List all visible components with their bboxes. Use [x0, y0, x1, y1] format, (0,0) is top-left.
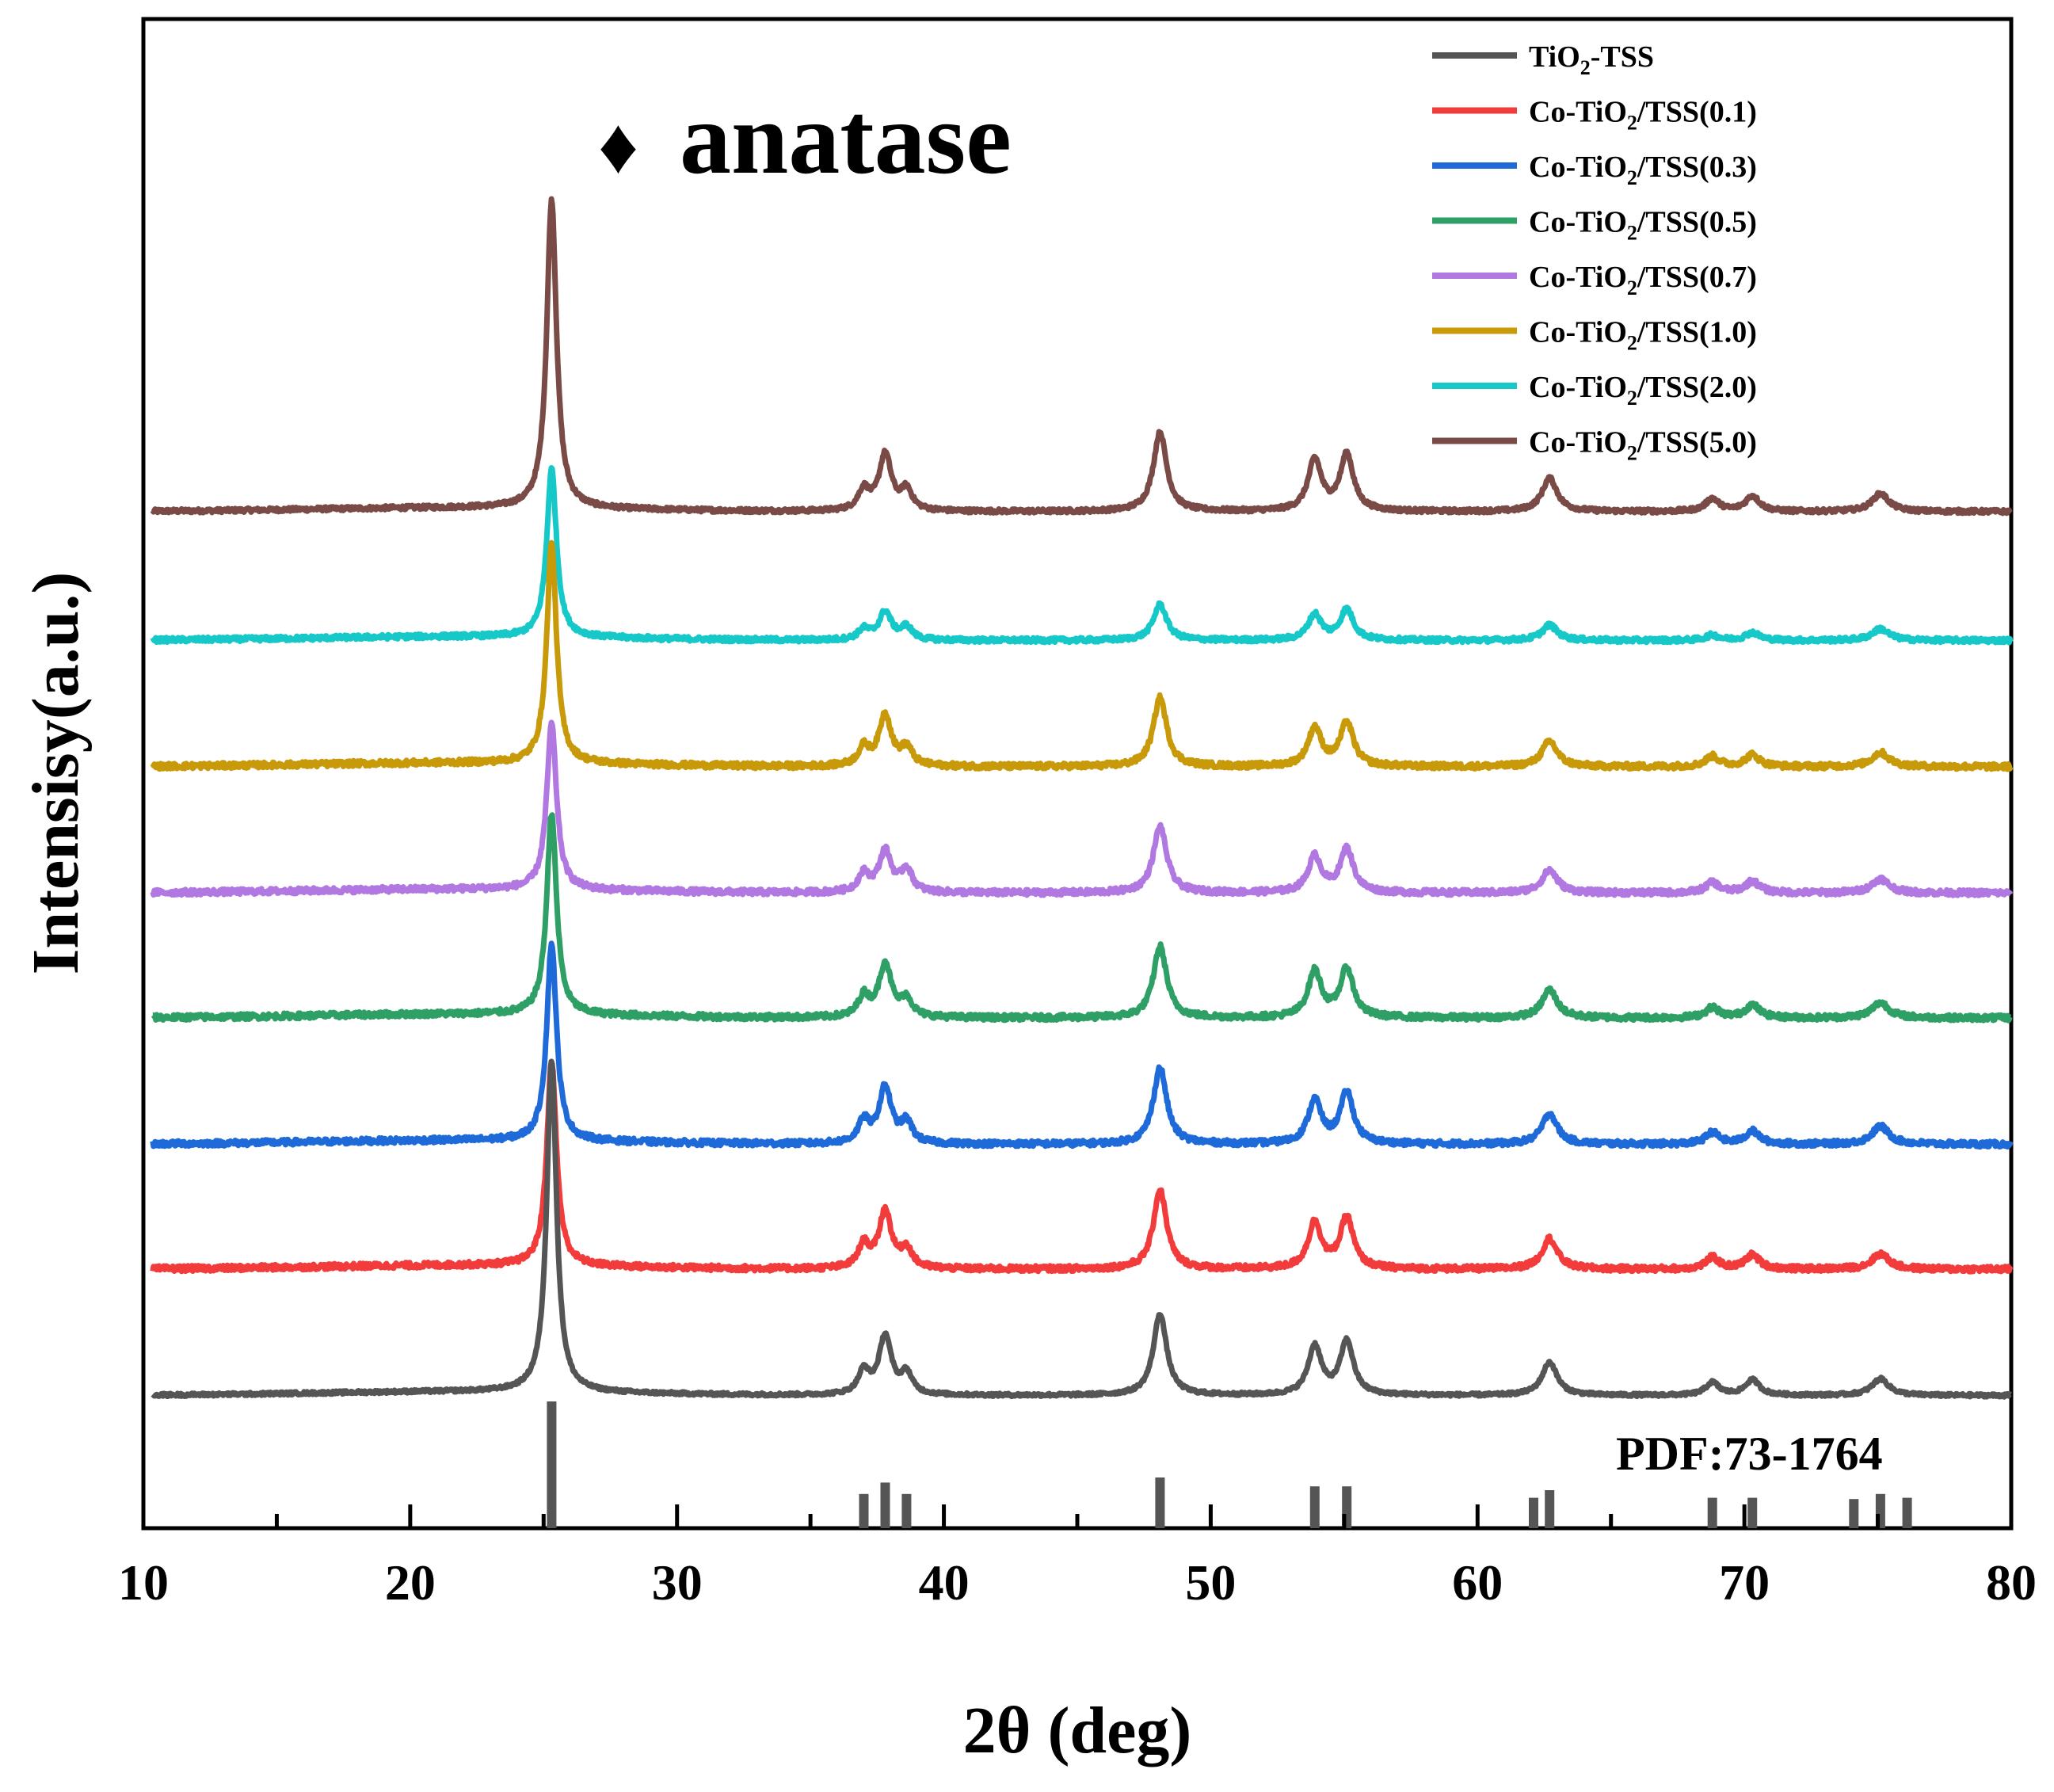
series-line: [150, 719, 2014, 898]
legend-label: Co-TiO2/TSS(5.0): [1529, 426, 1757, 465]
reference-stick: [880, 1482, 890, 1528]
reference-stick: [1902, 1497, 1912, 1528]
series-line: [151, 812, 2013, 1024]
reference-stick: [1545, 1490, 1555, 1528]
legend-label: Co-TiO2/TSS(0.7): [1529, 261, 1757, 299]
legend-label: Co-TiO2/TSS(0.3): [1529, 151, 1757, 189]
series-line: [150, 540, 2014, 772]
legend-label: Co-TiO2/TSS(0.5): [1529, 206, 1757, 245]
reference-stick: [859, 1493, 869, 1528]
reference-stick: [1309, 1486, 1320, 1528]
reference-stick: [1707, 1497, 1717, 1528]
legend-label: Co-TiO2/TSS(2.0): [1529, 371, 1757, 410]
reference-sticks: [547, 1401, 1912, 1528]
anatase-marker-icon: ♦: [598, 102, 638, 190]
series-line: [150, 465, 2014, 646]
reference-stick: [1849, 1499, 1859, 1528]
x-tick-label: 70: [1719, 1554, 1770, 1611]
series-line: [150, 940, 2014, 1150]
series-line: [150, 1058, 2014, 1275]
legend-label: Co-TiO2/TSS(1.0): [1529, 316, 1757, 355]
y-axis-title: Intensisy(a.u.): [19, 572, 93, 975]
series-line: [151, 1058, 2013, 1400]
x-tick-label: 80: [1986, 1554, 2037, 1611]
x-axis-title: 2θ (deg): [963, 1694, 1192, 1767]
legend-label: TiO2-TSS: [1529, 40, 1654, 79]
reference-stick: [1155, 1477, 1165, 1528]
series-group: [150, 196, 2014, 1400]
series-line: [150, 196, 2013, 517]
x-tick-label: 60: [1452, 1554, 1503, 1611]
legend: TiO2-TSS Co-TiO2/TSS(0.1) Co-TiO2/TSS(0.3)…: [1432, 40, 1757, 465]
legend-label: Co-TiO2/TSS(0.1): [1529, 96, 1757, 135]
x-tick-label: 10: [118, 1554, 169, 1611]
anatase-annotation: anatase: [680, 82, 1012, 196]
x-tick-label: 50: [1185, 1554, 1236, 1611]
plot-frame: [141, 17, 2014, 1531]
x-tick-label: 40: [919, 1554, 970, 1611]
reference-stick: [1747, 1497, 1758, 1528]
reference-stick: [547, 1401, 557, 1528]
x-axis-ticks: 10 20 30 40 50 60 70 80: [118, 1504, 2037, 1611]
reference-stick: [901, 1493, 912, 1528]
reference-stick: [1529, 1497, 1538, 1528]
reference-label: PDF:73-1764: [1616, 1428, 1883, 1480]
x-tick-label: 20: [385, 1554, 436, 1611]
x-tick-label: 30: [652, 1554, 703, 1611]
